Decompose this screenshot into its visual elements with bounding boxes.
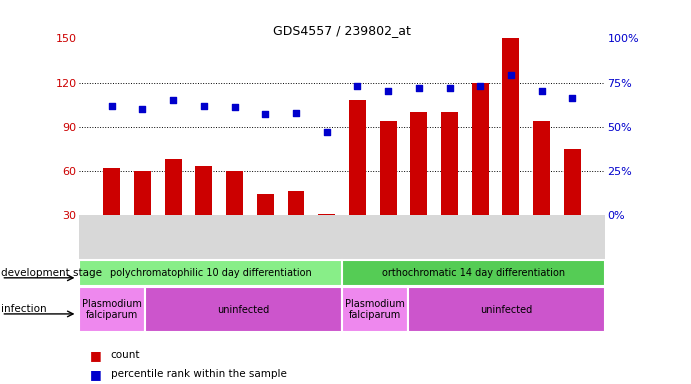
Bar	[257, 194, 274, 215]
Bar	[104, 168, 120, 215]
Point	[106, 103, 117, 109]
Point	[290, 109, 301, 116]
Text: orthochromatic 14 day differentiation: orthochromatic 14 day differentiation	[381, 268, 565, 278]
Point	[352, 83, 363, 89]
Point	[567, 95, 578, 101]
Bar	[349, 100, 366, 215]
Bar	[410, 112, 427, 215]
Bar	[408, 287, 605, 332]
Text: ■: ■	[90, 368, 106, 381]
Point	[536, 88, 547, 94]
Point	[137, 106, 148, 112]
Text: Plasmodium
falciparum: Plasmodium falciparum	[82, 299, 142, 320]
Text: count: count	[111, 350, 140, 360]
Bar	[79, 287, 145, 332]
Point	[168, 97, 179, 103]
Bar	[145, 287, 342, 332]
Bar	[441, 112, 458, 215]
Text: uninfected: uninfected	[218, 305, 269, 314]
Text: uninfected: uninfected	[480, 305, 532, 314]
Bar	[472, 83, 489, 215]
Bar	[196, 167, 212, 215]
Bar	[502, 38, 520, 215]
Bar	[287, 192, 305, 215]
Bar	[533, 121, 550, 215]
Bar	[164, 159, 182, 215]
Bar	[226, 171, 243, 215]
Text: ■: ■	[90, 349, 106, 362]
Point	[260, 111, 271, 118]
Bar	[319, 214, 335, 215]
Bar	[342, 287, 408, 332]
Text: development stage: development stage	[1, 268, 102, 278]
Point	[198, 103, 209, 109]
Point	[321, 129, 332, 135]
Bar	[564, 149, 580, 215]
Bar	[342, 260, 605, 286]
Bar	[134, 171, 151, 215]
Text: infection: infection	[1, 304, 47, 314]
Point	[444, 85, 455, 91]
Text: Plasmodium
falciparum: Plasmodium falciparum	[345, 299, 405, 320]
Text: percentile rank within the sample: percentile rank within the sample	[111, 369, 287, 379]
Point	[475, 83, 486, 89]
Text: polychromatophilic 10 day differentiation: polychromatophilic 10 day differentiatio…	[110, 268, 312, 278]
Point	[413, 85, 424, 91]
Point	[505, 73, 516, 79]
Point	[229, 104, 240, 110]
Point	[383, 88, 394, 94]
Bar	[379, 121, 397, 215]
Title: GDS4557 / 239802_at: GDS4557 / 239802_at	[273, 24, 411, 37]
Bar	[79, 260, 342, 286]
